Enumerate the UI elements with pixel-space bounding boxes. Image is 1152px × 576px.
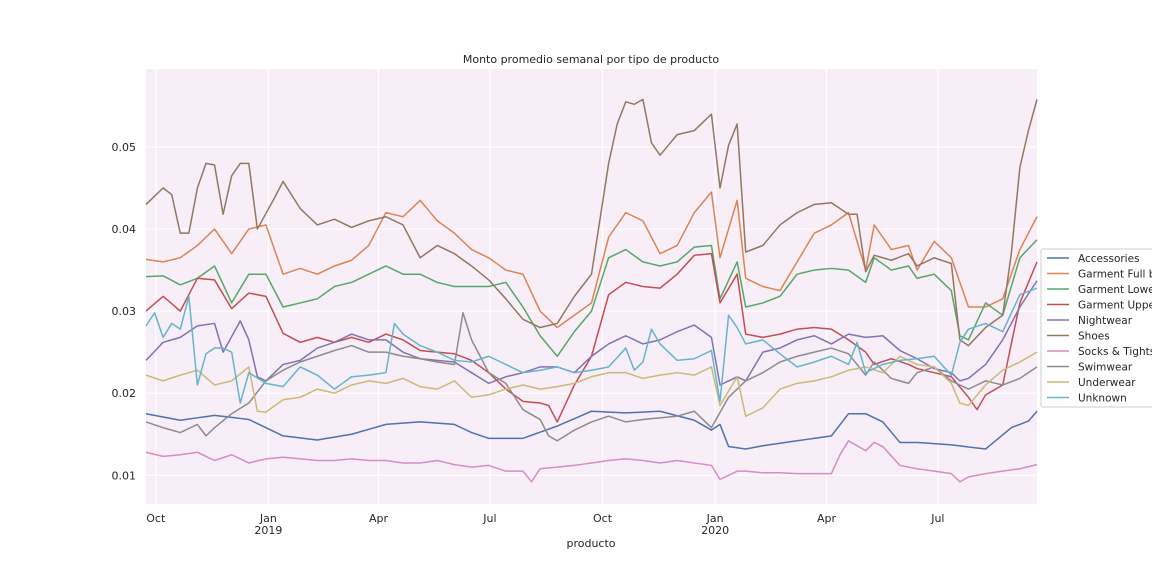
chart-title: Monto promedio semanal por tipo de produ… <box>463 53 720 66</box>
y-axis-ticks: 0.01 0.02 0.03 0.04 0.05 <box>112 141 137 482</box>
x-tick-label: Jul <box>482 512 496 525</box>
legend-label: Garment Full body <box>1078 269 1152 281</box>
series-line-garment-lower-body <box>145 239 1038 358</box>
legend-label: Swimwear <box>1078 362 1133 374</box>
y-tick-label: 0.02 <box>112 387 137 400</box>
plot-background <box>146 69 1037 504</box>
legend-label: Unknown <box>1078 393 1127 405</box>
x-tick-label: Oct <box>593 512 613 525</box>
series-line-shoes <box>145 98 1038 347</box>
legend-label: Garment Upper body <box>1078 300 1152 312</box>
series-line-accessories <box>145 410 1038 450</box>
legend-label: Accessories <box>1078 253 1140 265</box>
legend-label: Socks & Tights <box>1078 346 1152 358</box>
y-tick-label: 0.01 <box>112 469 137 482</box>
x-axis-label: producto <box>566 537 615 550</box>
x-tick-label: Jan <box>259 512 277 525</box>
x-tick-label: Apr <box>817 512 837 525</box>
series-line-garment-full-body <box>145 191 1038 329</box>
legend-label: Underwear <box>1078 377 1136 389</box>
y-tick-label: 0.03 <box>112 305 137 318</box>
x-tick-label: Jan <box>706 512 724 525</box>
legend-label: Garment Lower body <box>1078 284 1152 296</box>
series-line-swimwear <box>145 312 1038 442</box>
legend-label: Shoes <box>1078 331 1110 343</box>
x-tick-year-label: 2019 <box>254 524 282 537</box>
series-lines <box>145 98 1038 483</box>
x-tick-label: Jul <box>930 512 944 525</box>
y-tick-label: 0.05 <box>112 141 137 154</box>
x-tick-label: Apr <box>369 512 389 525</box>
legend: Accessories Garment Full body Garment Lowe… <box>1040 248 1152 408</box>
series-line-nightwear <box>145 280 1038 386</box>
series-line-unknown <box>145 287 1038 404</box>
y-tick-label: 0.04 <box>112 223 137 236</box>
series-line-socks-tights <box>145 440 1038 483</box>
x-tick-label: Oct <box>146 512 166 525</box>
x-tick-year-label: 2020 <box>701 524 729 537</box>
series-line-underwear <box>145 351 1038 417</box>
legend-label: Nightwear <box>1078 315 1133 327</box>
